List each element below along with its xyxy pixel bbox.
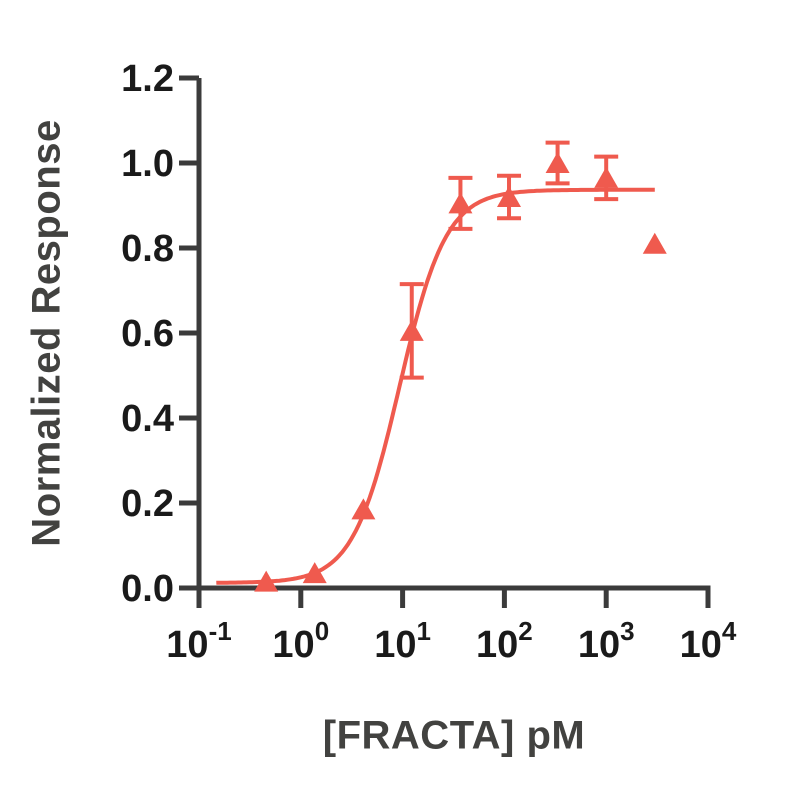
y-tick-label: 0.8 — [121, 228, 174, 270]
y-axis-title: Normalized Response — [24, 119, 69, 547]
x-axis-title: [FRACTA] pM — [322, 713, 586, 758]
y-tick-label: 0.2 — [121, 483, 174, 525]
data-point-marker — [642, 232, 667, 254]
data-point-marker — [448, 192, 473, 214]
data-point-marker — [545, 152, 570, 173]
x-tick-label: 102 — [476, 616, 533, 666]
data-point-marker — [254, 570, 279, 592]
y-tick-label: 0.6 — [121, 313, 174, 355]
data-point-marker — [399, 319, 424, 341]
data-point-marker — [351, 498, 376, 520]
x-tick-label: 101 — [374, 616, 431, 666]
y-tick-label: 1.0 — [121, 143, 174, 185]
data-point-marker — [594, 166, 619, 188]
data-point-marker — [497, 186, 522, 207]
y-tick-label: 0.0 — [121, 568, 174, 610]
y-tick-label: 0.4 — [121, 398, 174, 440]
y-tick-label: 1.2 — [121, 58, 174, 100]
x-tick-label: 104 — [680, 616, 737, 666]
x-tick-label: 100 — [272, 616, 329, 666]
x-tick-label: 103 — [578, 616, 635, 666]
fit-curve — [216, 187, 655, 585]
x-tick-label: 10-1 — [166, 616, 231, 666]
data-point-marker — [302, 562, 327, 584]
